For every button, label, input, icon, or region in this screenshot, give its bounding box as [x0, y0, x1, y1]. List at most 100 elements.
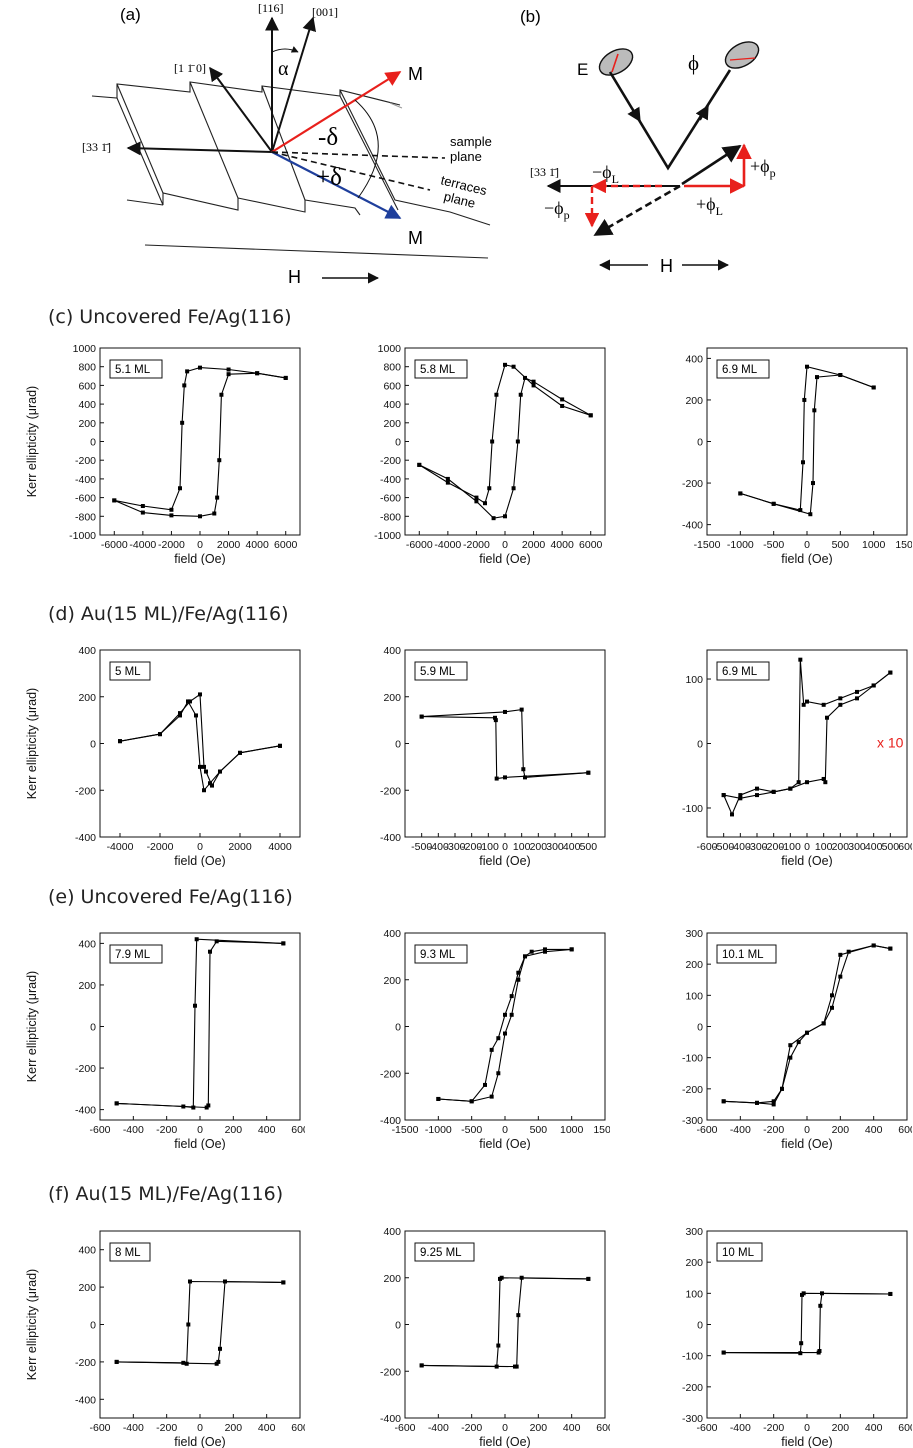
x-tick-label: 1000 — [560, 1124, 584, 1136]
data-point — [194, 937, 199, 942]
data-point — [871, 943, 876, 948]
y-tick-label: 200 — [383, 692, 401, 704]
data-point — [516, 970, 521, 975]
data-point — [755, 1100, 759, 1105]
data-point — [511, 486, 516, 491]
data-point — [801, 1291, 806, 1296]
data-point — [210, 783, 214, 788]
x-tick-label: -200 — [156, 1422, 177, 1434]
data-point — [521, 767, 526, 772]
data-point — [214, 939, 219, 944]
y-tick-label: -800 — [380, 511, 401, 523]
data-point — [838, 974, 843, 979]
y-tick-label: 0 — [697, 739, 703, 751]
data-point — [519, 707, 524, 712]
data-point — [281, 1280, 286, 1285]
y-tick-label: -200 — [380, 785, 401, 797]
loop-chart-6: -600-500-400-300-200-100 0 100 200 300 400 500… — [682, 649, 912, 867]
x-tick-label: -2000 — [147, 841, 174, 853]
data-point — [830, 993, 834, 998]
data-point — [801, 460, 805, 465]
data-point — [805, 364, 809, 369]
x-tick-label: -500 — [713, 841, 734, 853]
m-blue-vector — [271, 151, 402, 219]
data-point — [888, 670, 893, 675]
data-point — [198, 692, 202, 697]
data-point — [496, 1343, 501, 1348]
data-point — [217, 458, 222, 463]
x-tick-label: -200 — [763, 1124, 784, 1136]
x-tick-label: -600 — [89, 1422, 110, 1434]
data-point — [503, 362, 507, 367]
hysteresis-branch-1 — [116, 938, 284, 1109]
x-tick-label: 400 — [563, 841, 581, 853]
hysteresis-branch-2 — [421, 1277, 589, 1368]
y-tick-label: 400 — [383, 928, 401, 940]
hysteresis-branch-2 — [114, 372, 286, 517]
pos-phi-p-label: +ϕp — [750, 156, 776, 180]
data-point — [730, 812, 734, 817]
hysteresis-branch-2 — [723, 1292, 891, 1354]
data-point — [738, 793, 743, 798]
thickness-label: 9.25 ML — [420, 1247, 462, 1259]
y-tick-label: -200 — [380, 455, 401, 467]
hysteresis-branch-2 — [723, 672, 891, 799]
data-point — [511, 364, 516, 369]
hysteresis-branch-1 — [438, 948, 572, 1102]
data-point — [588, 413, 593, 418]
x-tick-label: -400 — [428, 841, 449, 853]
data-point — [118, 739, 122, 744]
data-point — [771, 789, 776, 794]
x-tick-label: -200 — [156, 1124, 177, 1136]
panel-a-label: (a) — [120, 5, 141, 24]
data-point — [855, 696, 859, 701]
section-title-c: (c) Uncovered Fe/Ag(116) — [48, 306, 292, 328]
data-point — [529, 949, 534, 954]
y-tick-label: -600 — [75, 493, 96, 505]
thickness-box — [716, 944, 777, 964]
y-tick-label: -400 — [75, 474, 96, 486]
solid-diagonal — [681, 144, 742, 186]
hysteresis-branch-1 — [116, 1280, 284, 1365]
data-point — [198, 764, 202, 769]
y-tick-label: 200 — [383, 418, 401, 430]
data-point — [811, 481, 815, 486]
section-title-e: (e) Uncovered Fe/Ag(116) — [48, 886, 293, 908]
y-tick-label: 800 — [383, 362, 401, 374]
x-tick-label: 600 — [291, 1422, 305, 1434]
data-point — [483, 1082, 487, 1087]
data-point — [445, 480, 450, 485]
x-tick-label: -6000 — [406, 539, 433, 551]
y-tick-label: 100 — [685, 1288, 703, 1300]
data-point — [219, 392, 224, 397]
x-tick-label: 100 — [815, 841, 833, 853]
y-axis-title: Kerr ellipticity (μrad) — [25, 1269, 39, 1380]
data-point — [808, 512, 813, 517]
data-point — [805, 780, 809, 785]
y-tick-label: 200 — [78, 1282, 96, 1294]
analyzer-axis — [729, 57, 756, 61]
y-tick-label: 0 — [395, 1320, 401, 1332]
x-axis-title: field (Oe) — [781, 552, 832, 565]
data-point — [169, 513, 174, 518]
hysteresis-branch-1 — [723, 944, 891, 1104]
data-point — [140, 504, 145, 509]
x-tick-label: -500 — [763, 539, 784, 551]
data-point — [489, 1094, 494, 1099]
diagram-a: (a) [116] [001] α [1 1̄ 0] [33 1̄] M M -… — [82, 1, 492, 287]
data-point — [721, 1350, 726, 1355]
x-tick-label: 500 — [530, 1124, 548, 1136]
hysteresis-branch-1 — [119, 700, 281, 792]
x-tick-label: 400 — [865, 1124, 883, 1136]
neg-phi-l-label: −ϕL — [592, 162, 619, 186]
x-tick-label: -300 — [444, 841, 465, 853]
x-tick-label: -600 — [696, 841, 717, 853]
y-tick-label: 200 — [383, 1273, 401, 1285]
data-point — [483, 501, 487, 506]
x-tick-label: 200 — [832, 1124, 850, 1136]
data-point — [215, 495, 220, 500]
x-tick-label: 200 — [530, 1422, 548, 1434]
loop-chart-12: -600 -400 -200 0 200 400 600 -300 -200 -100 0 100 20… — [682, 1226, 912, 1448]
y-tick-label: -200 — [380, 1068, 401, 1080]
data-point — [493, 715, 497, 720]
